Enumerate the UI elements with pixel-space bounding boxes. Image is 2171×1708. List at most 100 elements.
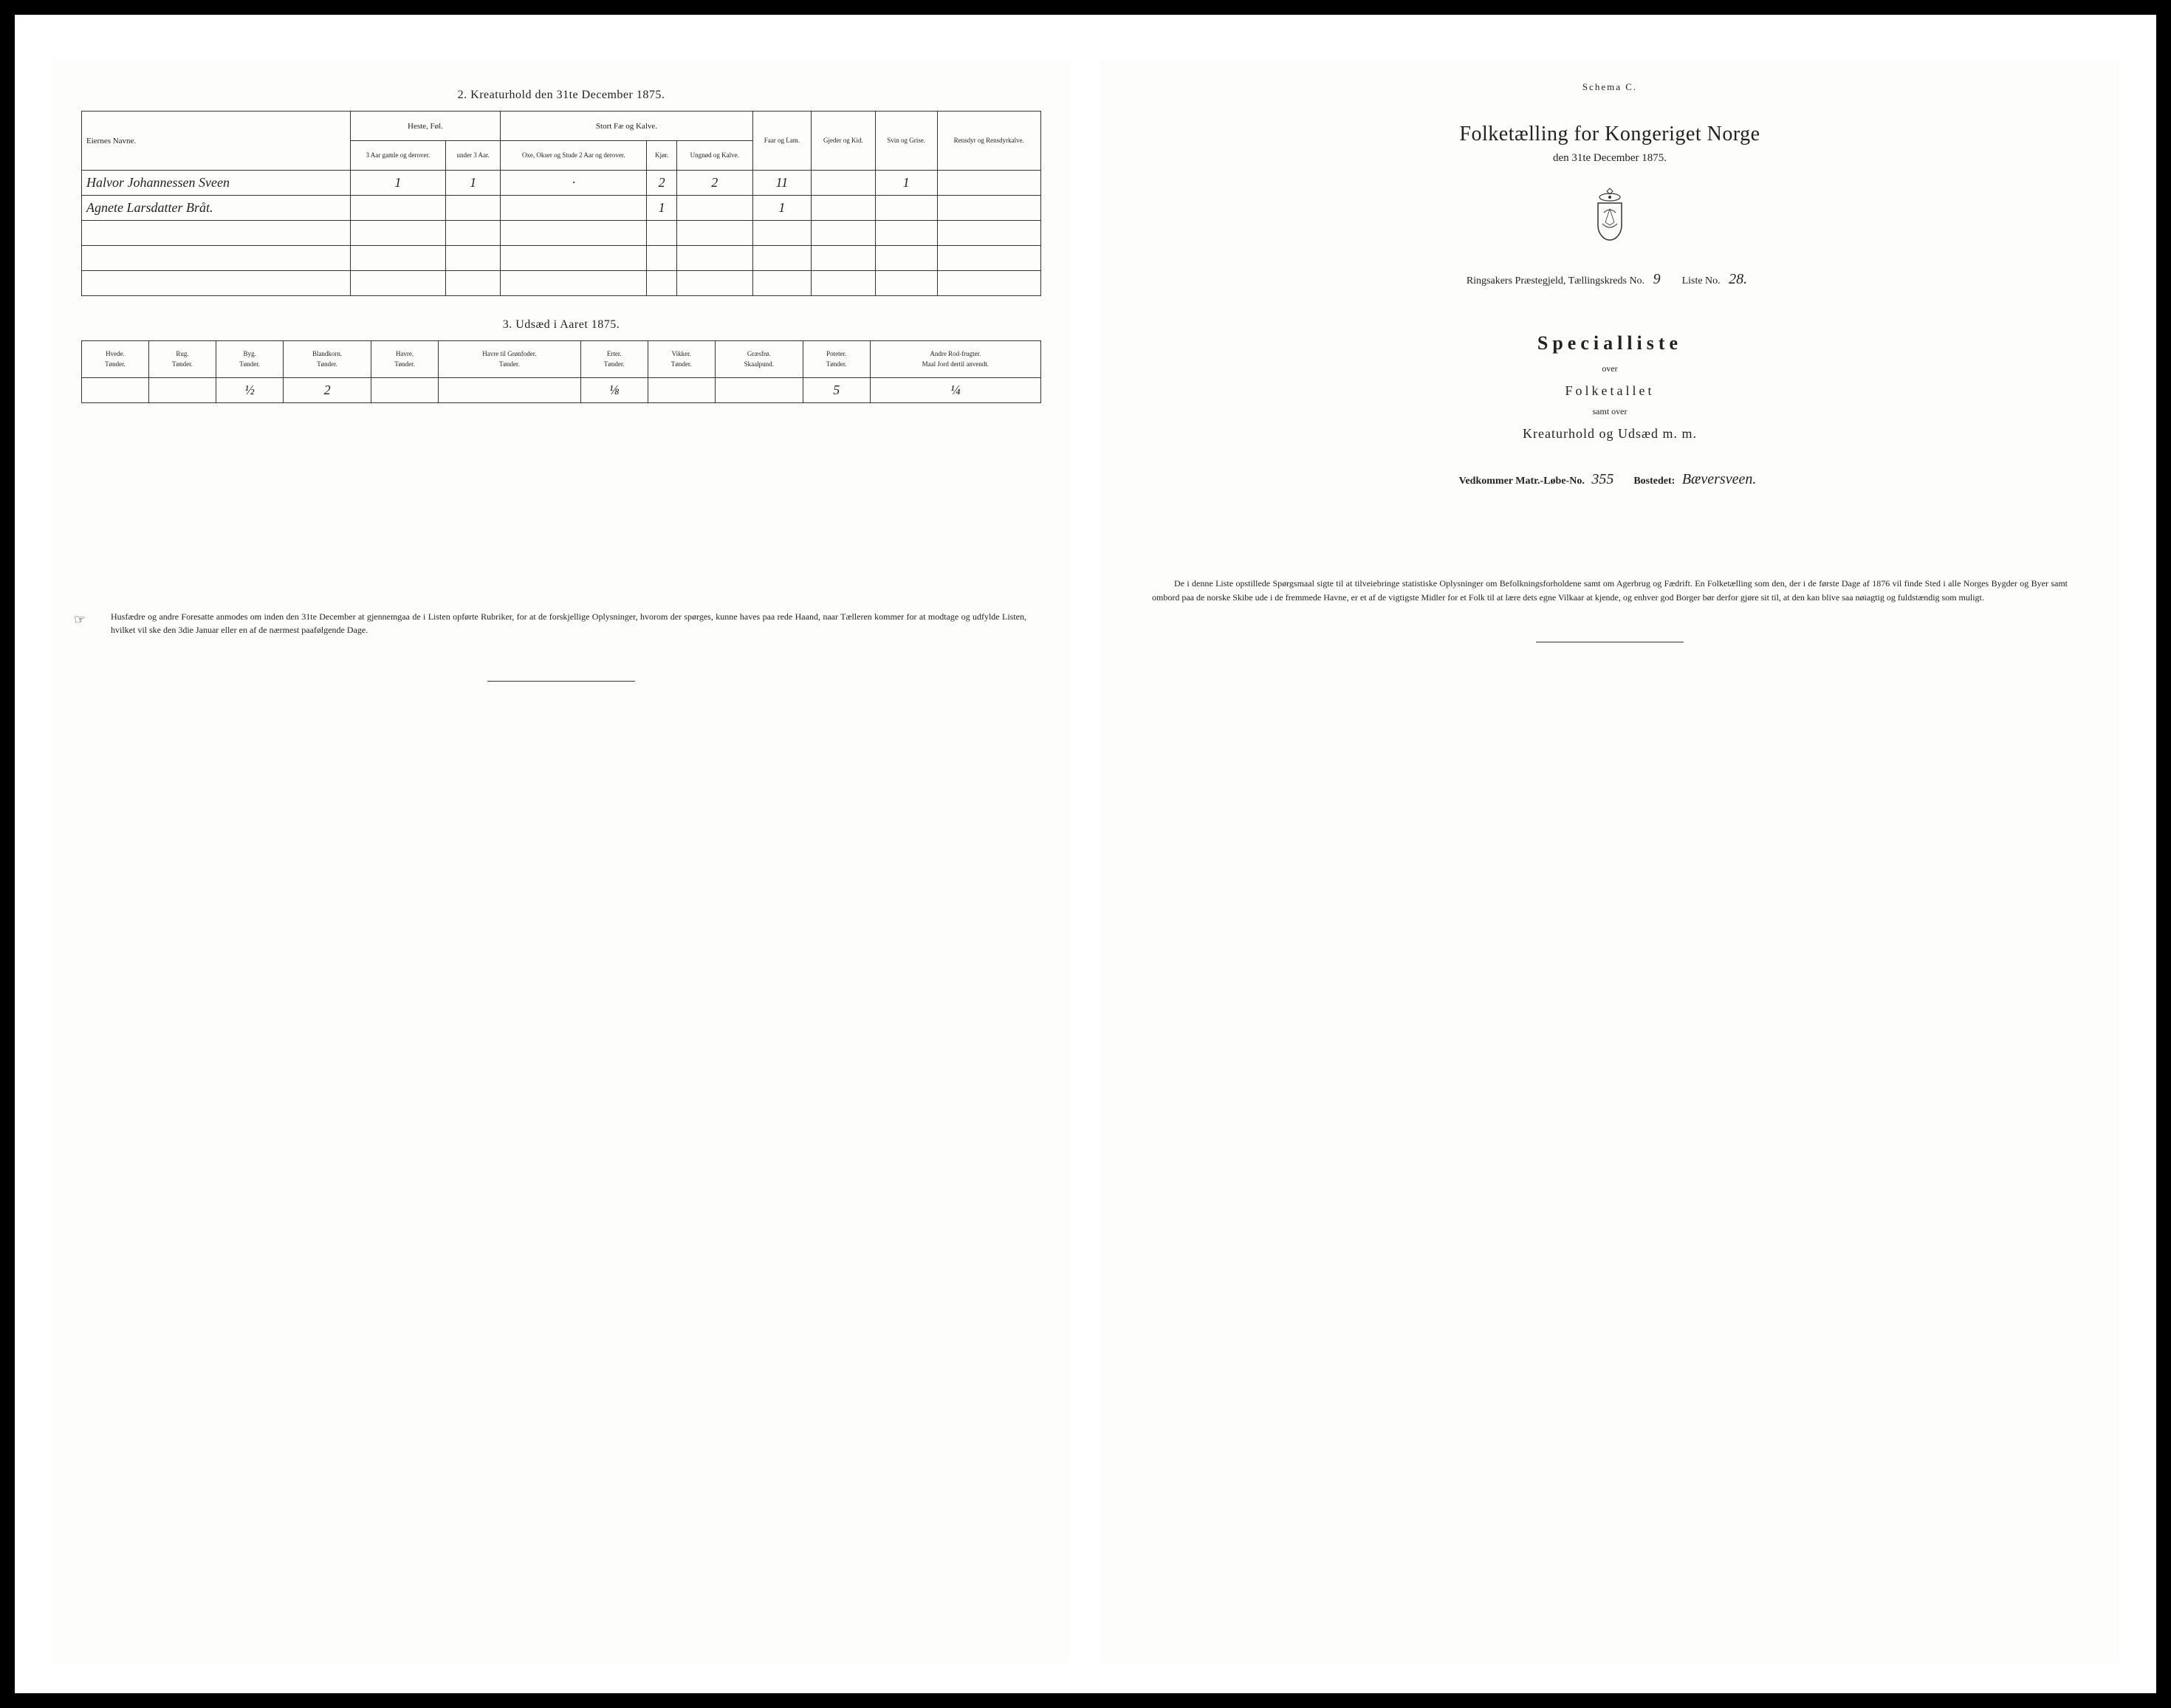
- table-row: Agnete Larsdatter Bråt.11: [82, 196, 1041, 221]
- district-line: Ringsakers Præstegjeld, Tællingskreds No…: [1130, 271, 2090, 288]
- col-heste-b: under 3 Aar.: [446, 141, 501, 171]
- data-cell: [715, 378, 803, 403]
- col-header: Vikker.Tønder.: [648, 341, 715, 378]
- data-cell: [676, 246, 752, 271]
- data-cell: [937, 221, 1040, 246]
- col-header: Erter.Tønder.: [580, 341, 648, 378]
- data-cell: [371, 378, 439, 403]
- data-cell: [812, 246, 876, 271]
- data-cell: [350, 221, 445, 246]
- col-header: Andre Rod-frugter.Maal Jord dertil anven…: [870, 341, 1040, 378]
- data-cell: [676, 221, 752, 246]
- left-footnote: ☞ Husfædre og andre Foresatte anmodes om…: [81, 610, 1041, 637]
- coat-of-arms-icon: [1130, 187, 2090, 249]
- data-cell: [676, 196, 752, 221]
- udsaed-row: ½2 ⅛ 5¼: [82, 378, 1041, 403]
- data-cell: [937, 196, 1040, 221]
- data-cell: [446, 271, 501, 296]
- left-page: 2. Kreaturhold den 31te December 1875. E…: [52, 59, 1071, 1664]
- data-cell: 5: [803, 378, 870, 403]
- owner-cell: Agnete Larsdatter Bråt.: [82, 196, 351, 221]
- kreatur-heading: Kreaturhold og Udsæd m. m.: [1130, 426, 2090, 442]
- data-cell: [501, 271, 647, 296]
- col-owner: Eiernes Navne.: [82, 112, 351, 171]
- kreaturhold-table: Eiernes Navne. Heste, Føl. Stort Fæ og K…: [81, 111, 1041, 296]
- footnote-text: Husfædre og andre Foresatte anmodes om i…: [111, 611, 1026, 635]
- data-cell: [812, 171, 876, 196]
- col-stort-c: Ungnød og Kalve.: [676, 141, 752, 171]
- data-cell: 2: [676, 171, 752, 196]
- data-cell: [875, 271, 937, 296]
- table-row: [82, 221, 1041, 246]
- main-title: Folketælling for Kongeriget Norge: [1130, 123, 2090, 146]
- col-header: Poteter.Tønder.: [803, 341, 870, 378]
- data-cell: [82, 378, 149, 403]
- data-cell: ¼: [870, 378, 1040, 403]
- matr-label: Vedkommer Matr.-Løbe-No.: [1459, 476, 1585, 487]
- data-cell: 2: [647, 171, 677, 196]
- col-stort-b: Kjør.: [647, 141, 677, 171]
- col-header: Byg.Tønder.: [216, 341, 284, 378]
- left-rule: [487, 681, 635, 682]
- udsaed-table: Hvede.Tønder.Rug.Tønder.Byg.Tønder.Bland…: [81, 340, 1041, 403]
- data-cell: [812, 221, 876, 246]
- col-header: Havre.Tønder.: [371, 341, 439, 378]
- data-cell: 1: [752, 196, 811, 221]
- scan-frame: 2. Kreaturhold den 31te December 1875. E…: [15, 15, 2156, 1693]
- col-header: Græsfrø.Skaalpund.: [715, 341, 803, 378]
- data-cell: [350, 271, 445, 296]
- over-label: over: [1130, 363, 2090, 374]
- matr-line: Vedkommer Matr.-Løbe-No. 355 Bostedet: B…: [1130, 471, 2090, 488]
- section-3-title: 3. Udsæd i Aaret 1875.: [81, 318, 1041, 332]
- data-cell: [676, 271, 752, 296]
- data-cell: [752, 221, 811, 246]
- data-cell: [875, 246, 937, 271]
- data-cell: ⅛: [580, 378, 648, 403]
- data-cell: [647, 271, 677, 296]
- data-cell: [501, 246, 647, 271]
- data-cell: [875, 221, 937, 246]
- right-footnote: De i denne Liste opstillede Spørgsmaal s…: [1130, 577, 2090, 605]
- district-no: 9: [1647, 271, 1667, 287]
- udsaed-head: Hvede.Tønder.Rug.Tønder.Byg.Tønder.Bland…: [82, 341, 1041, 378]
- data-cell: [937, 171, 1040, 196]
- bosted-value: Bæversveen.: [1678, 471, 1761, 487]
- data-cell: [752, 271, 811, 296]
- data-cell: 2: [284, 378, 371, 403]
- data-cell: ½: [216, 378, 284, 403]
- matr-no: 355: [1587, 471, 1618, 487]
- col-heste-a: 3 Aar gamle og derover.: [350, 141, 445, 171]
- section-2-title: 2. Kreaturhold den 31te December 1875.: [81, 89, 1041, 102]
- data-cell: 1: [875, 171, 937, 196]
- right-page: Schema C. Folketælling for Kongeriget No…: [1100, 59, 2119, 1664]
- liste-label: Liste No.: [1682, 275, 1721, 287]
- data-cell: [752, 246, 811, 271]
- bosted-label: Bostedet:: [1633, 476, 1675, 487]
- table-row: Halvor Johannessen Sveen11·22111: [82, 171, 1041, 196]
- data-cell: 1: [350, 171, 445, 196]
- data-cell: ·: [501, 171, 647, 196]
- data-cell: [937, 246, 1040, 271]
- data-cell: [875, 196, 937, 221]
- data-cell: [350, 246, 445, 271]
- col-header: Havre til Grønfoder.Tønder.: [439, 341, 581, 378]
- col-stort-a: Oxe, Okser og Stude 2 Aar og derover.: [501, 141, 647, 171]
- data-cell: [501, 196, 647, 221]
- data-cell: [647, 221, 677, 246]
- folketallet-heading: Folketallet: [1130, 383, 2090, 399]
- data-cell: [446, 196, 501, 221]
- data-cell: [501, 221, 647, 246]
- pointer-icon: ☞: [74, 610, 86, 630]
- schema-label: Schema C.: [1130, 81, 2090, 93]
- data-cell: [82, 221, 351, 246]
- district-prefix: Ringsakers Præstegjeld, Tællingskreds No…: [1467, 275, 1644, 287]
- data-cell: [82, 246, 351, 271]
- kreaturhold-body: Halvor Johannessen Sveen11·22111Agnete L…: [82, 171, 1041, 296]
- census-date: den 31te December 1875.: [1130, 152, 2090, 165]
- col-group-stort: Stort Fæ og Kalve.: [501, 112, 752, 141]
- data-cell: [439, 378, 581, 403]
- data-cell: [350, 196, 445, 221]
- col-svin: Svin og Grise.: [875, 112, 937, 171]
- col-header: Rug.Tønder.: [149, 341, 216, 378]
- data-cell: [82, 271, 351, 296]
